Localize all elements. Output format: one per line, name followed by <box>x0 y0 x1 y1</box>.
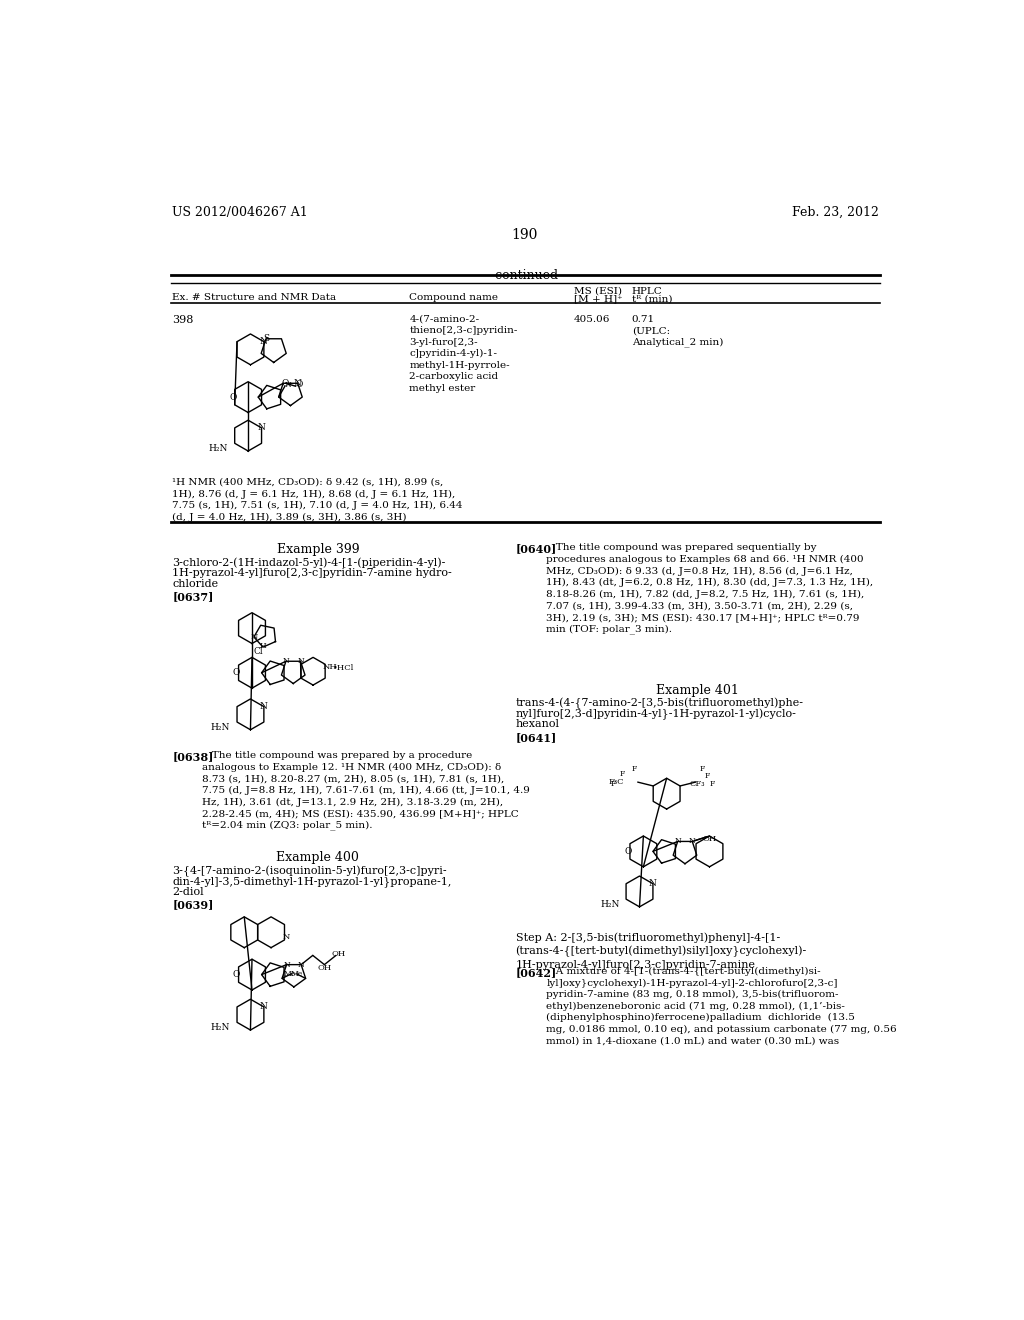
Text: trans-4-(4-{7-amino-2-[3,5-bis(trifluoromethyl)phe-: trans-4-(4-{7-amino-2-[3,5-bis(trifluoro… <box>515 697 804 709</box>
Text: O: O <box>282 379 290 388</box>
Text: nyl]furo[2,3-d]pyridin-4-yl}-1H-pyrazol-1-yl)cyclo-: nyl]furo[2,3-d]pyridin-4-yl}-1H-pyrazol-… <box>515 708 797 719</box>
Text: N: N <box>260 702 268 711</box>
Text: O: O <box>295 380 302 389</box>
Text: 1H-pyrazol-4-yl]furo[2,3-c]pyridin-7-amine hydro-: 1H-pyrazol-4-yl]furo[2,3-c]pyridin-7-ami… <box>172 568 452 578</box>
Text: [0637]: [0637] <box>172 591 214 602</box>
Text: N: N <box>284 961 290 969</box>
Text: -continued: -continued <box>492 268 558 281</box>
Text: F: F <box>610 780 615 788</box>
Text: H₂N: H₂N <box>600 900 620 909</box>
Text: H₂N: H₂N <box>209 445 228 453</box>
Text: Compound name: Compound name <box>410 293 499 302</box>
Text: [0639]: [0639] <box>172 899 214 911</box>
Text: N: N <box>297 657 304 665</box>
Text: N: N <box>285 381 292 389</box>
Text: 3-chloro-2-(1H-indazol-5-yl)-4-[1-(piperidin-4-yl)-: 3-chloro-2-(1H-indazol-5-yl)-4-[1-(piper… <box>172 557 445 568</box>
Text: N: N <box>649 879 656 888</box>
Text: Ex. # Structure and NMR Data: Ex. # Structure and NMR Data <box>172 293 336 302</box>
Text: F: F <box>699 766 705 774</box>
Text: O: O <box>232 668 241 677</box>
Text: 0.71
(UPLC:
Analytical_2 min): 0.71 (UPLC: Analytical_2 min) <box>632 314 723 347</box>
Text: ¹H NMR (400 MHz, CD₃OD): δ 9.42 (s, 1H), 8.99 (s,
1H), 8.76 (d, J = 6.1 Hz, 1H),: ¹H NMR (400 MHz, CD₃OD): δ 9.42 (s, 1H),… <box>172 478 463 521</box>
Text: Feb. 23, 2012: Feb. 23, 2012 <box>793 206 879 219</box>
Text: Cl: Cl <box>253 647 263 656</box>
Text: H: H <box>260 642 266 649</box>
Text: US 2012/0046267 A1: US 2012/0046267 A1 <box>172 206 308 219</box>
Text: H₂N: H₂N <box>211 723 230 731</box>
Text: [0641]: [0641] <box>515 733 557 743</box>
Text: tᴿ (min): tᴿ (min) <box>632 294 672 304</box>
Text: OH: OH <box>702 836 717 843</box>
Text: 4-(7-amino-2-
thieno[2,3-c]pyridin-
3-yl-furo[2,3-
c]pyridin-4-yl)-1-
methyl-1H-: 4-(7-amino-2- thieno[2,3-c]pyridin- 3-yl… <box>410 314 518 392</box>
Text: 190: 190 <box>512 227 538 242</box>
Text: HPLC: HPLC <box>632 286 663 296</box>
Text: [0640]: [0640] <box>515 544 557 554</box>
Text: •HCl: •HCl <box>333 664 354 672</box>
Text: N: N <box>689 837 695 845</box>
Text: N: N <box>250 634 258 642</box>
Text: 2-diol: 2-diol <box>172 887 204 896</box>
Text: OH: OH <box>317 965 332 973</box>
Text: Me: Me <box>291 970 303 978</box>
Text: 398: 398 <box>172 314 194 325</box>
Text: N: N <box>258 424 265 433</box>
Text: 405.06: 405.06 <box>573 314 610 323</box>
Text: N: N <box>294 379 302 388</box>
Text: [M + H]⁺: [M + H]⁺ <box>573 294 623 304</box>
Text: N: N <box>283 657 290 665</box>
Text: Example 401: Example 401 <box>656 684 739 697</box>
Text: S: S <box>263 334 269 343</box>
Text: N: N <box>260 1002 268 1011</box>
Text: hexanol: hexanol <box>515 719 559 729</box>
Text: N: N <box>283 933 290 941</box>
Text: F: F <box>631 766 637 774</box>
Text: Example 400: Example 400 <box>276 851 359 865</box>
Text: Me: Me <box>284 970 296 978</box>
Text: MS (ESI): MS (ESI) <box>573 286 622 296</box>
Text: NH: NH <box>323 663 337 671</box>
Text: N: N <box>298 961 304 969</box>
Text: A mixture of 4-[1-(trans-4-{[tert-butyl(dimethyl)si-
lyl]oxy}cyclohexyl)-1H-pyra: A mixture of 4-[1-(trans-4-{[tert-butyl(… <box>547 966 897 1045</box>
Text: O: O <box>625 847 632 855</box>
Text: Step A: 2-[3,5-bis(trifluoromethyl)phenyl]-4-[1-
(trans-4-{[tert-butyl(dimethyl): Step A: 2-[3,5-bis(trifluoromethyl)pheny… <box>515 932 807 970</box>
Text: F: F <box>705 772 710 780</box>
Text: F₃C: F₃C <box>608 777 624 787</box>
Text: CF₃: CF₃ <box>689 780 705 788</box>
Text: F: F <box>710 780 715 788</box>
Text: din-4-yl]-3,5-dimethyl-1H-pyrazol-1-yl}propane-1,: din-4-yl]-3,5-dimethyl-1H-pyrazol-1-yl}p… <box>172 876 452 887</box>
Text: [0642]: [0642] <box>515 966 557 978</box>
Text: F: F <box>620 771 625 779</box>
Text: N: N <box>675 837 681 845</box>
Text: O: O <box>232 970 241 979</box>
Text: Example 399: Example 399 <box>276 544 359 557</box>
Text: 3-{4-[7-amino-2-(isoquinolin-5-yl)furo[2,3-c]pyri-: 3-{4-[7-amino-2-(isoquinolin-5-yl)furo[2… <box>172 866 446 876</box>
Text: The title compound was prepared sequentially by
procedures analogous to Examples: The title compound was prepared sequenti… <box>547 544 873 634</box>
Text: OH: OH <box>331 950 345 958</box>
Text: N: N <box>260 337 268 346</box>
Text: [0638]: [0638] <box>172 751 214 763</box>
Text: chloride: chloride <box>172 579 218 589</box>
Text: H₂N: H₂N <box>211 1023 230 1032</box>
Text: The title compound was prepared by a procedure
analogous to Example 12. ¹H NMR (: The title compound was prepared by a pro… <box>202 751 529 830</box>
Text: O: O <box>229 392 238 401</box>
